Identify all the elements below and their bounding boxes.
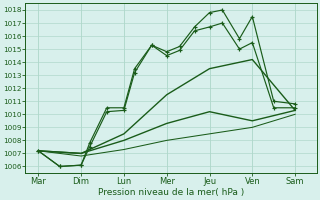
- X-axis label: Pression niveau de la mer( hPa ): Pression niveau de la mer( hPa ): [98, 188, 244, 197]
